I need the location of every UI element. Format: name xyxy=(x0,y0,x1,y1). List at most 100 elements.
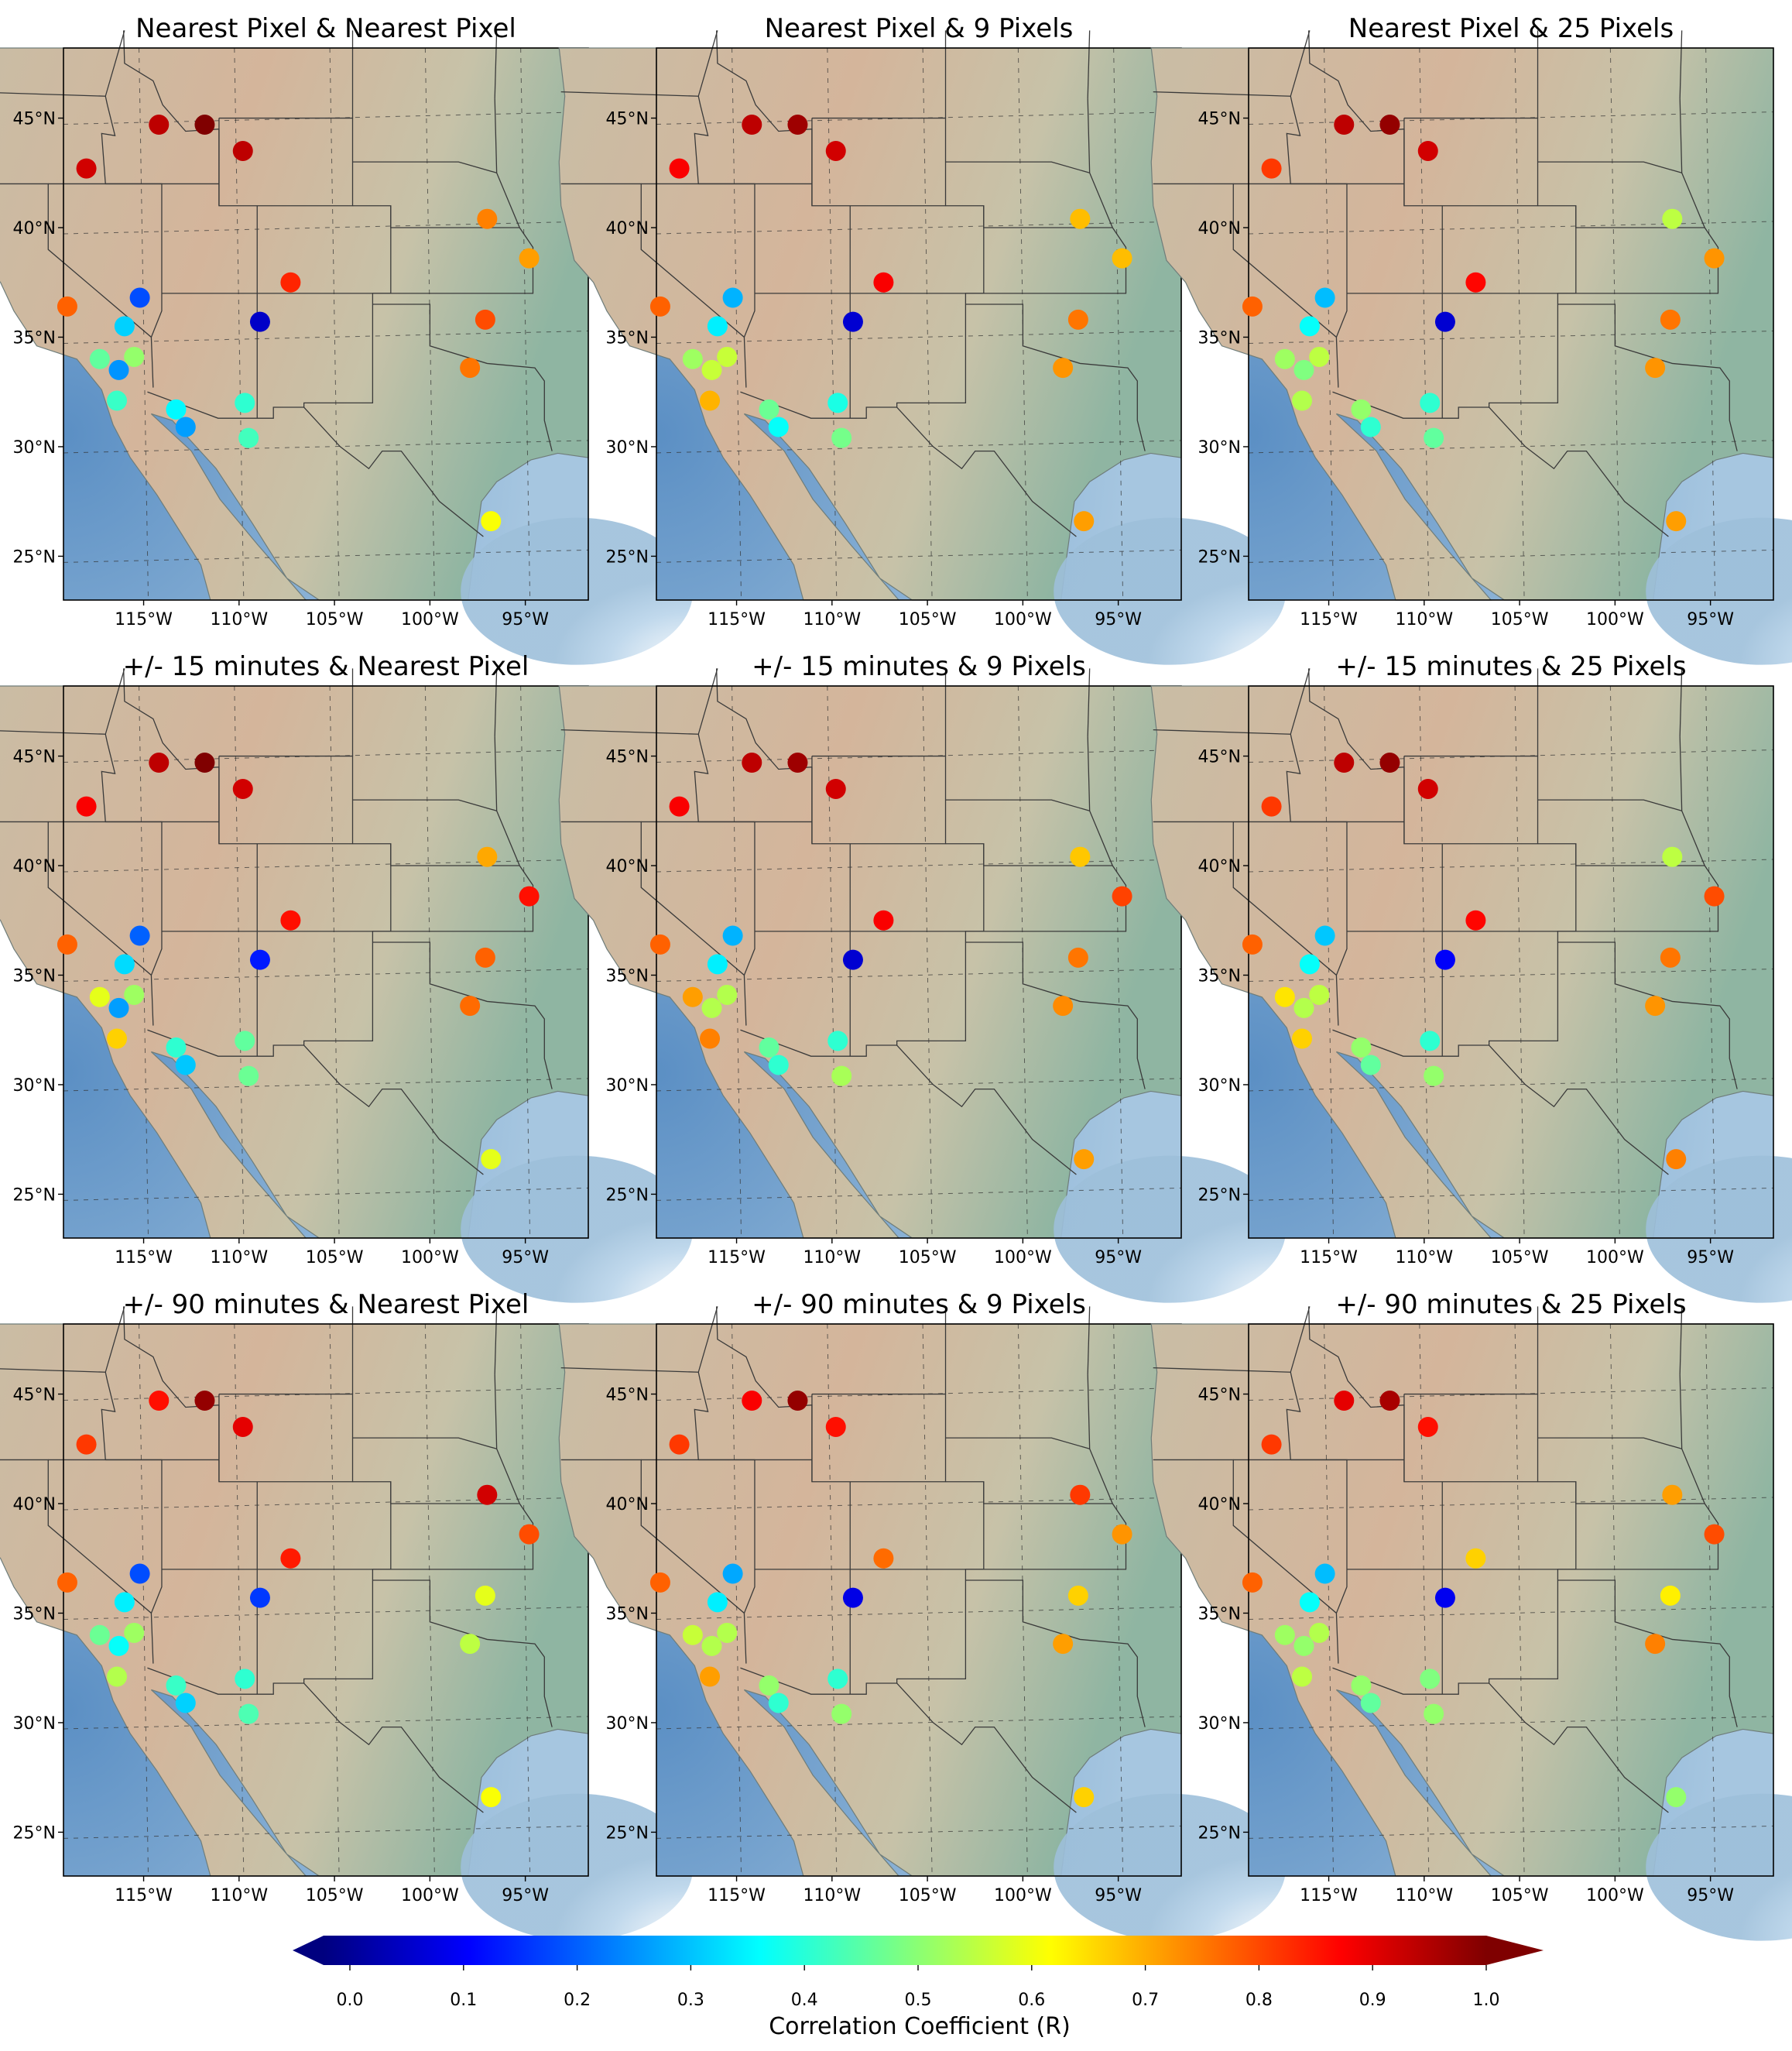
y-tick-label: 30°N xyxy=(606,1714,649,1734)
grid-line xyxy=(656,1078,1182,1092)
border-co-nm xyxy=(896,1481,985,1684)
station-marker xyxy=(1053,358,1074,379)
station-marker xyxy=(831,427,852,448)
station-marker xyxy=(477,208,498,229)
x-tick-label: 115°W xyxy=(1300,1248,1358,1267)
border-sd-ne xyxy=(1537,161,1682,173)
station-marker xyxy=(149,753,170,773)
colorbar-tick-label: 0.2 xyxy=(564,1991,591,2010)
station-marker xyxy=(76,158,97,179)
x-tick-label: 100°W xyxy=(401,1248,459,1267)
station-marker xyxy=(768,1693,789,1713)
grid-line xyxy=(656,1387,1182,1401)
station-marker xyxy=(280,1548,301,1569)
border-sd-ne xyxy=(352,161,497,173)
station-marker xyxy=(1299,1592,1320,1613)
station-marker xyxy=(194,753,215,773)
station-marker xyxy=(519,248,540,269)
station-marker xyxy=(519,886,540,907)
axes-frame xyxy=(1248,47,1774,601)
station-marker xyxy=(1660,1585,1681,1606)
border-ks-ok xyxy=(1575,736,1719,932)
grid-line xyxy=(234,685,245,1239)
border-ne-ks xyxy=(1537,843,1705,866)
land xyxy=(0,1324,588,1876)
border-az-mx xyxy=(740,391,897,419)
gulf-shading xyxy=(1646,1155,1792,1303)
station-marker xyxy=(1334,753,1355,773)
station-marker xyxy=(669,158,690,179)
y-tick-label: 35°N xyxy=(1198,328,1241,348)
grid-line xyxy=(63,330,589,344)
grid-line xyxy=(1248,440,1774,454)
station-marker xyxy=(1070,846,1091,867)
y-tick-label: 45°N xyxy=(1198,748,1241,767)
station-marker xyxy=(1662,1484,1683,1505)
grid-line xyxy=(63,1716,589,1730)
border-id-wa xyxy=(697,30,718,97)
grid-line xyxy=(1248,749,1774,763)
grid-line xyxy=(656,440,1182,454)
grid-line xyxy=(732,1323,742,1877)
x-tick-label: 110°W xyxy=(803,610,861,629)
grid-line xyxy=(827,1323,838,1877)
station-marker xyxy=(1261,158,1282,179)
x-tick-label: 115°W xyxy=(115,1248,173,1267)
border-us-mx xyxy=(896,1682,1077,1813)
station-marker xyxy=(89,986,110,1007)
grid-line xyxy=(63,1825,589,1839)
grid-line xyxy=(1017,1323,1028,1877)
grid-line xyxy=(1705,685,1716,1239)
border-mn xyxy=(1087,1306,1091,1375)
gulf-shading xyxy=(461,517,694,665)
station-marker xyxy=(787,115,808,135)
station-marker xyxy=(1434,949,1455,970)
station-marker xyxy=(701,359,722,380)
border-ca-nv xyxy=(0,183,154,388)
station-marker xyxy=(1704,886,1725,907)
station-marker xyxy=(827,1031,848,1051)
y-tick-label: 25°N xyxy=(1198,547,1241,567)
grid-line xyxy=(63,968,589,982)
axes-frame xyxy=(656,47,1182,601)
station-marker xyxy=(238,1065,259,1086)
coastline xyxy=(0,685,589,1239)
y-tick-label: 35°N xyxy=(606,966,649,986)
border-ks-ok xyxy=(1575,1374,1719,1570)
grid-line xyxy=(1514,47,1525,601)
station-marker xyxy=(76,1434,97,1455)
border-us-mx xyxy=(1489,1682,1669,1813)
station-marker xyxy=(1274,986,1295,1007)
station-marker xyxy=(1417,1416,1438,1437)
station-markers xyxy=(649,753,1132,1170)
station-marker xyxy=(149,1391,170,1411)
station-marker xyxy=(669,1434,690,1455)
grid-line xyxy=(1248,968,1774,982)
grid-line xyxy=(732,685,742,1239)
panel: +/- 15 minutes & 9 Pixels 115°W 110°W 105°… xyxy=(558,651,1287,1303)
grid-line xyxy=(1419,1323,1430,1877)
station-marker xyxy=(1465,272,1486,293)
station-marker xyxy=(742,753,762,773)
station-marker xyxy=(129,925,150,946)
station-marker xyxy=(1309,984,1330,1005)
map-background xyxy=(1150,1306,1792,1941)
y-tick-label: 35°N xyxy=(13,328,56,348)
grid-line xyxy=(1705,1323,1716,1877)
grid-line xyxy=(1324,685,1335,1239)
station-marker xyxy=(235,1669,255,1689)
station-marker xyxy=(1360,417,1381,437)
station-marker xyxy=(1112,248,1132,269)
border-us-mx xyxy=(303,406,484,537)
grid-line xyxy=(656,1716,1182,1730)
border-us-mx xyxy=(1489,1044,1669,1175)
panel: Nearest Pixel & 9 Pixels 115°W 110°W 105°W… xyxy=(558,13,1287,665)
colorbar-tick-label: 0.7 xyxy=(1132,1991,1159,2010)
station-marker xyxy=(1660,309,1681,330)
station-marker xyxy=(57,296,77,317)
grid-line xyxy=(234,47,245,601)
station-marker xyxy=(717,346,738,367)
coastline xyxy=(0,47,589,601)
station-marker xyxy=(1379,1391,1400,1411)
